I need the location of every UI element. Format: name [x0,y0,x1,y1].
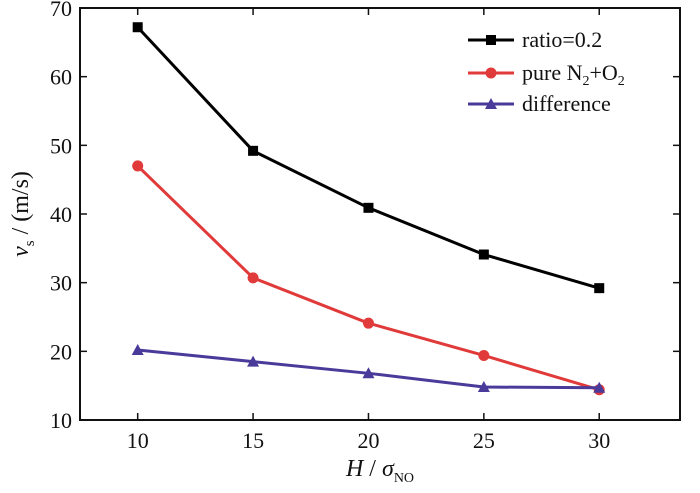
y-tick-label: 20 [50,339,72,364]
y-axis-label-main: v [8,246,34,257]
legend-label-ratio-t1: ratio=0.2 [522,27,602,52]
x-axis-ticks: 10 15 20 25 30 [127,8,610,453]
legend-item-difference: difference [468,91,611,116]
legend: ratio=0.2 pure N2+O2 difference [468,27,625,116]
data-point-1-2 [362,317,374,329]
y-tick-label: 40 [50,202,72,227]
x-tick-label: 25 [473,428,495,453]
x-axis-label: H / σNO [345,456,414,486]
y-axis-label-rest: / (m/s) [8,171,34,240]
y-axis-ticks: 10 20 30 40 50 60 70 [50,0,680,433]
y-tick-label: 30 [50,271,72,296]
series-layer [131,22,606,396]
legend-label-difference: difference [522,91,611,116]
legend-marker-difference [485,98,497,109]
legend-label-pure-s1: 2 [582,74,589,89]
x-tick-label: 30 [588,428,610,453]
data-point-1-3 [478,349,490,361]
legend-label-difference-t1: difference [522,91,611,116]
legend-item-ratio: ratio=0.2 [468,27,602,52]
y-axis-label: vs / (m/s) [8,171,38,257]
legend-label-pure: pure N2+O2 [522,60,625,89]
data-point-0-3 [478,249,489,260]
data-point-0-1 [248,145,259,156]
x-tick-label: 15 [242,428,264,453]
legend-label-pure-t2: +O [589,60,617,85]
data-point-2-4 [593,381,606,393]
legend-label-pure-s2: 2 [618,74,625,89]
legend-marker-ratio [486,35,496,45]
y-tick-label: 50 [50,133,72,158]
data-point-0-2 [363,202,374,213]
data-point-2-0 [131,343,144,355]
x-axis-label-main: H [345,456,365,482]
x-axis-label-sub: NO [394,471,414,486]
data-point-0-4 [594,283,605,294]
data-point-2-2 [362,367,375,379]
data-point-0-0 [132,22,143,33]
x-tick-label: 10 [127,428,149,453]
y-tick-label: 10 [50,408,72,433]
legend-item-pure: pure N2+O2 [468,60,625,89]
x-axis-label-sym: σ [382,456,395,482]
data-point-1-1 [247,272,259,284]
y-tick-label: 60 [50,65,72,90]
y-axis-label-sub: s [22,240,38,246]
x-axis-label-sep: / [363,456,382,482]
x-tick-label: 20 [357,428,379,453]
legend-label-pure-t1: pure N [522,60,583,85]
data-point-2-3 [477,381,490,393]
data-point-1-0 [132,160,144,172]
data-point-2-1 [247,355,260,367]
y-tick-label: 70 [50,0,72,21]
legend-label-ratio: ratio=0.2 [522,27,602,52]
legend-marker-pure [485,67,497,79]
